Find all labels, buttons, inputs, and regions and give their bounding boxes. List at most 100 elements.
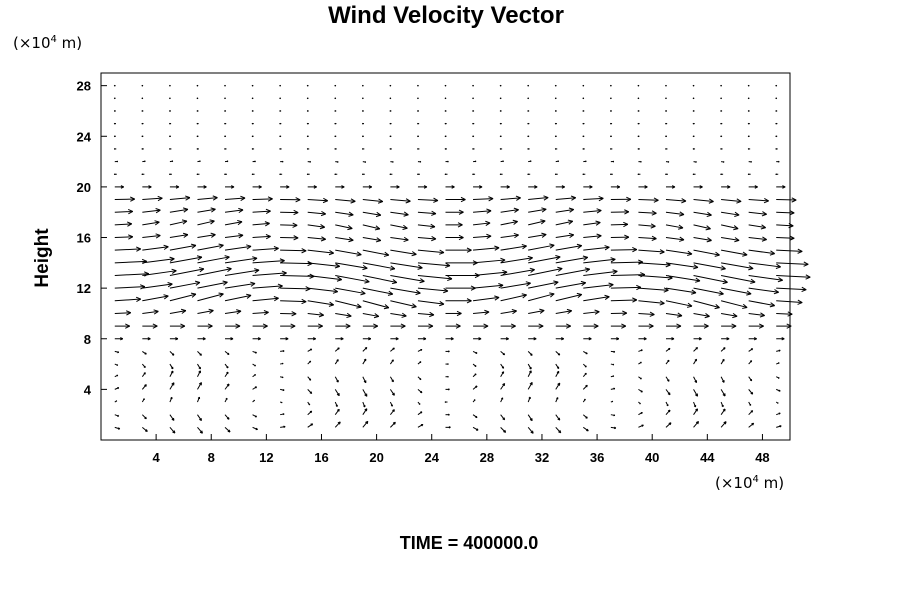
wind-arrow (747, 148, 751, 150)
wind-arrow (720, 358, 725, 365)
wind-arrow (390, 337, 399, 341)
wind-arrow (334, 347, 340, 352)
wind-arrow (417, 148, 420, 150)
wind-arrow (473, 185, 483, 189)
wind-arrow (721, 161, 725, 163)
wind-arrow (251, 173, 255, 176)
wind-arrow (610, 221, 629, 228)
wind-arrow (362, 211, 382, 218)
wind-arrow (307, 337, 316, 341)
wind-arrow (142, 351, 147, 355)
y-tick-label: 12 (77, 281, 91, 296)
wind-arrow (141, 173, 145, 176)
wind-arrow (610, 350, 616, 353)
wind-arrow (583, 208, 602, 214)
wind-arrow (720, 122, 723, 125)
wind-arrow (362, 249, 390, 257)
wind-arrow (473, 337, 482, 341)
wind-arrow (610, 323, 627, 329)
wind-arrow (748, 211, 767, 217)
wind-arrow (747, 135, 750, 138)
wind-arrow (610, 375, 615, 378)
wind-arrow (721, 287, 752, 296)
wind-arrow (306, 97, 309, 100)
wind-arrow (720, 389, 726, 397)
wind-arrow (142, 185, 152, 189)
wind-arrow (472, 122, 475, 125)
wind-arrow (610, 272, 646, 278)
wind-arrow (610, 297, 638, 303)
wind-arrow (720, 148, 723, 150)
wind-arrow (693, 262, 726, 271)
wind-arrow (169, 382, 175, 390)
wind-arrow (665, 236, 685, 242)
wind-arrow (554, 135, 557, 138)
wind-arrow (472, 148, 475, 150)
wind-arrow (224, 97, 226, 100)
wind-arrow (224, 371, 229, 377)
wind-arrow (224, 173, 228, 176)
wind-arrow (279, 122, 282, 125)
wind-arrow (720, 347, 726, 352)
wind-arrow (500, 363, 505, 369)
y-tick-label: 24 (77, 129, 92, 144)
wind-arrow (555, 292, 583, 302)
wind-arrow (169, 97, 171, 100)
wind-arrow (776, 210, 795, 216)
wind-arrow (500, 308, 517, 315)
wind-arrow (555, 308, 573, 315)
wind-arrow (197, 323, 213, 329)
wind-arrow (693, 198, 714, 204)
wind-arrow (251, 135, 254, 138)
wind-arrow (637, 110, 640, 112)
wind-arrow (555, 323, 571, 329)
wind-arrow (169, 219, 188, 226)
wind-arrow (720, 110, 723, 112)
wind-arrow (335, 249, 362, 257)
wind-arrow (582, 363, 587, 368)
wind-arrow (306, 148, 310, 150)
wind-arrow (776, 299, 803, 305)
x-tick-label: 28 (480, 450, 494, 465)
wind-arrow (473, 208, 492, 214)
wind-arrow (527, 173, 531, 176)
wind-arrow (527, 351, 533, 356)
wind-arrow (307, 323, 323, 329)
wind-arrow (389, 409, 395, 415)
y-axis-title: Height (32, 228, 53, 288)
wind-arrow (307, 236, 326, 242)
wind-arrow (693, 358, 698, 365)
wind-arrow (114, 234, 134, 240)
x-unit-label: (×104 m) (715, 474, 784, 492)
wind-arrow (583, 294, 610, 302)
wind-arrow (445, 298, 472, 304)
wind-arrow (610, 247, 638, 253)
wind-arrow (721, 323, 737, 329)
wind-arrow (472, 295, 500, 302)
wind-arrow (224, 383, 230, 390)
wind-arrow (638, 160, 642, 163)
wind-arrow (224, 122, 227, 125)
wind-arrow (224, 84, 226, 87)
wind-arrow (776, 362, 780, 365)
wind-arrow (445, 260, 478, 266)
wind-arrow (472, 363, 477, 367)
wind-arrow (445, 234, 464, 241)
wind-arrow (747, 110, 750, 112)
wind-arrow (142, 233, 161, 239)
wind-arrow (169, 232, 189, 239)
wind-arrow (114, 160, 119, 163)
wind-arrow (335, 287, 366, 296)
wind-arrow (114, 246, 142, 252)
wind-arrow (472, 110, 475, 112)
wind-arrow (196, 148, 199, 150)
wind-arrow (472, 84, 474, 87)
wind-arrow (472, 426, 479, 431)
x-tick-label: 48 (755, 450, 769, 465)
wind-arrow (748, 160, 752, 163)
wind-arrow (472, 414, 478, 419)
wind-arrow (334, 173, 338, 176)
wind-arrow (197, 207, 216, 213)
wind-arrow (692, 84, 695, 87)
wind-arrow (390, 224, 408, 230)
